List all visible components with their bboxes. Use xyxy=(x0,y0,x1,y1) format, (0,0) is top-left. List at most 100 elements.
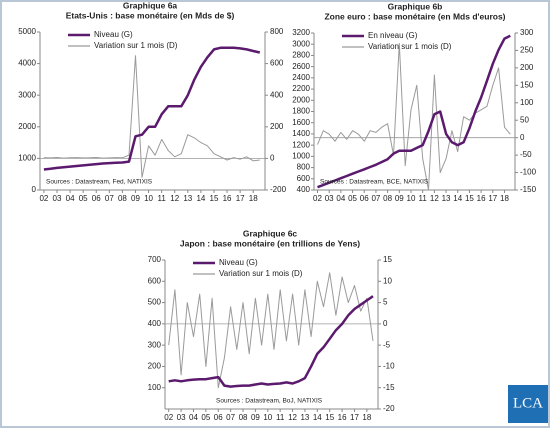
x-tick-label: 05 xyxy=(79,194,88,203)
y2-tick-label: -15 xyxy=(383,383,395,392)
y-tick-label: 1600 xyxy=(292,118,310,127)
x-tick-label: 12 xyxy=(430,194,439,203)
x-tick-label: 13 xyxy=(300,413,309,422)
y2-tick-label: 10 xyxy=(383,276,392,285)
y-tick-label: 2600 xyxy=(292,62,310,71)
x-tick-label: 11 xyxy=(158,194,167,203)
y-tick-label: 400 xyxy=(148,319,162,328)
chart-subtitle: Etats-Unis : base monétaire (en Mds de $… xyxy=(66,10,235,20)
legend-label: Niveau (G) xyxy=(219,258,258,267)
x-tick-label: 10 xyxy=(407,194,416,203)
x-tick-label: 16 xyxy=(477,194,486,203)
y-tick-label: 0 xyxy=(32,185,37,194)
x-tick-label: 09 xyxy=(131,194,140,203)
x-tick-label: 15 xyxy=(325,413,334,422)
y-tick-label: 2000 xyxy=(292,95,310,104)
x-tick-label: 10 xyxy=(263,413,272,422)
series-line xyxy=(43,55,260,178)
x-tick-label: 14 xyxy=(453,194,462,203)
x-tick-label: 16 xyxy=(338,413,347,422)
y2-tick-label: 200 xyxy=(270,122,284,131)
x-tick-label: 15 xyxy=(210,194,219,203)
series-line xyxy=(43,46,261,171)
x-tick-label: 06 xyxy=(214,413,223,422)
x-tick-label: 02 xyxy=(313,194,322,203)
chart-subtitle: Zone euro : base monétaire (en Mds d'eur… xyxy=(324,11,505,21)
y-tick-label: 3000 xyxy=(292,39,310,48)
y-tick-label: 300 xyxy=(148,340,162,349)
x-tick-label: 16 xyxy=(223,194,232,203)
y-tick-label: 3000 xyxy=(18,90,36,99)
legend-label: Variation sur 1 mois (D) xyxy=(94,41,178,50)
y2-tick-label: 5 xyxy=(383,298,388,307)
x-tick-label: 07 xyxy=(226,413,235,422)
x-tick-label: 05 xyxy=(348,194,357,203)
legend-label: Variation sur 1 mois (D) xyxy=(219,269,303,278)
y-tick-label: 1000 xyxy=(18,154,36,163)
y-tick-label: 5000 xyxy=(18,27,36,36)
y-tick-label: 600 xyxy=(297,174,311,183)
x-tick-label: 08 xyxy=(118,194,127,203)
logo-box xyxy=(508,385,548,423)
x-tick-label: 14 xyxy=(313,413,322,422)
y2-tick-label: -20 xyxy=(383,404,395,413)
y-tick-label: 400 xyxy=(297,185,311,194)
y2-tick-label: 0 xyxy=(520,133,525,142)
x-tick-label: 02 xyxy=(39,194,48,203)
series-line xyxy=(168,272,374,389)
x-tick-label: 17 xyxy=(350,413,359,422)
x-tick-label: 09 xyxy=(251,413,260,422)
x-tick-label: 11 xyxy=(419,194,428,203)
chart-title: Graphique 6c xyxy=(243,228,298,238)
series-line xyxy=(168,295,374,388)
y2-tick-label: 150 xyxy=(520,80,534,89)
y2-tick-label: 200 xyxy=(520,63,534,72)
y2-tick-label: -100 xyxy=(520,168,537,177)
y2-tick-label: -200 xyxy=(270,185,287,194)
legend-label: En niveau (G) xyxy=(368,31,418,40)
x-tick-label: 04 xyxy=(189,413,198,422)
y-tick-label: 1000 xyxy=(292,151,310,160)
y-tick-label: 3200 xyxy=(292,28,310,37)
y2-tick-label: 0 xyxy=(270,154,275,163)
series-line xyxy=(317,34,511,189)
x-tick-label: 14 xyxy=(196,194,205,203)
y-tick-label: 800 xyxy=(297,163,311,172)
y2-tick-label: 400 xyxy=(270,90,284,99)
chart-subtitle: Japon : base monétaire (en trillions de … xyxy=(180,238,360,248)
y2-tick-label: 15 xyxy=(383,255,392,264)
y2-tick-label: 0 xyxy=(383,319,388,328)
chart-title: Graphique 6b xyxy=(388,1,443,11)
y-tick-label: 200 xyxy=(148,362,162,371)
y-tick-label: 1200 xyxy=(292,140,310,149)
y2-tick-label: 50 xyxy=(520,115,529,124)
x-tick-label: 09 xyxy=(395,194,404,203)
x-tick-label: 05 xyxy=(201,413,210,422)
x-tick-label: 18 xyxy=(500,194,509,203)
y2-tick-label: 800 xyxy=(270,27,284,36)
x-tick-label: 07 xyxy=(371,194,380,203)
y-tick-label: 2800 xyxy=(292,51,310,60)
x-tick-label: 13 xyxy=(442,194,451,203)
x-tick-label: 04 xyxy=(66,194,75,203)
y2-tick-label: -10 xyxy=(383,362,395,371)
y-tick-label: 1400 xyxy=(292,129,310,138)
x-tick-label: 08 xyxy=(239,413,248,422)
x-tick-label: 12 xyxy=(288,413,297,422)
y-tick-label: 600 xyxy=(148,276,162,285)
x-tick-label: 06 xyxy=(360,194,369,203)
series-line xyxy=(317,43,511,191)
x-tick-label: 03 xyxy=(53,194,62,203)
x-tick-label: 03 xyxy=(177,413,186,422)
y-tick-label: 4000 xyxy=(18,59,36,68)
legend-label: Variation sur 1 mois (D) xyxy=(368,42,452,51)
y-tick-label: 2400 xyxy=(292,73,310,82)
x-tick-label: 10 xyxy=(144,194,153,203)
x-tick-label: 17 xyxy=(236,194,245,203)
x-tick-label: 11 xyxy=(276,413,285,422)
x-tick-label: 06 xyxy=(92,194,101,203)
x-tick-label: 04 xyxy=(336,194,345,203)
x-tick-label: 13 xyxy=(183,194,192,203)
y-tick-label: 1800 xyxy=(292,107,310,116)
